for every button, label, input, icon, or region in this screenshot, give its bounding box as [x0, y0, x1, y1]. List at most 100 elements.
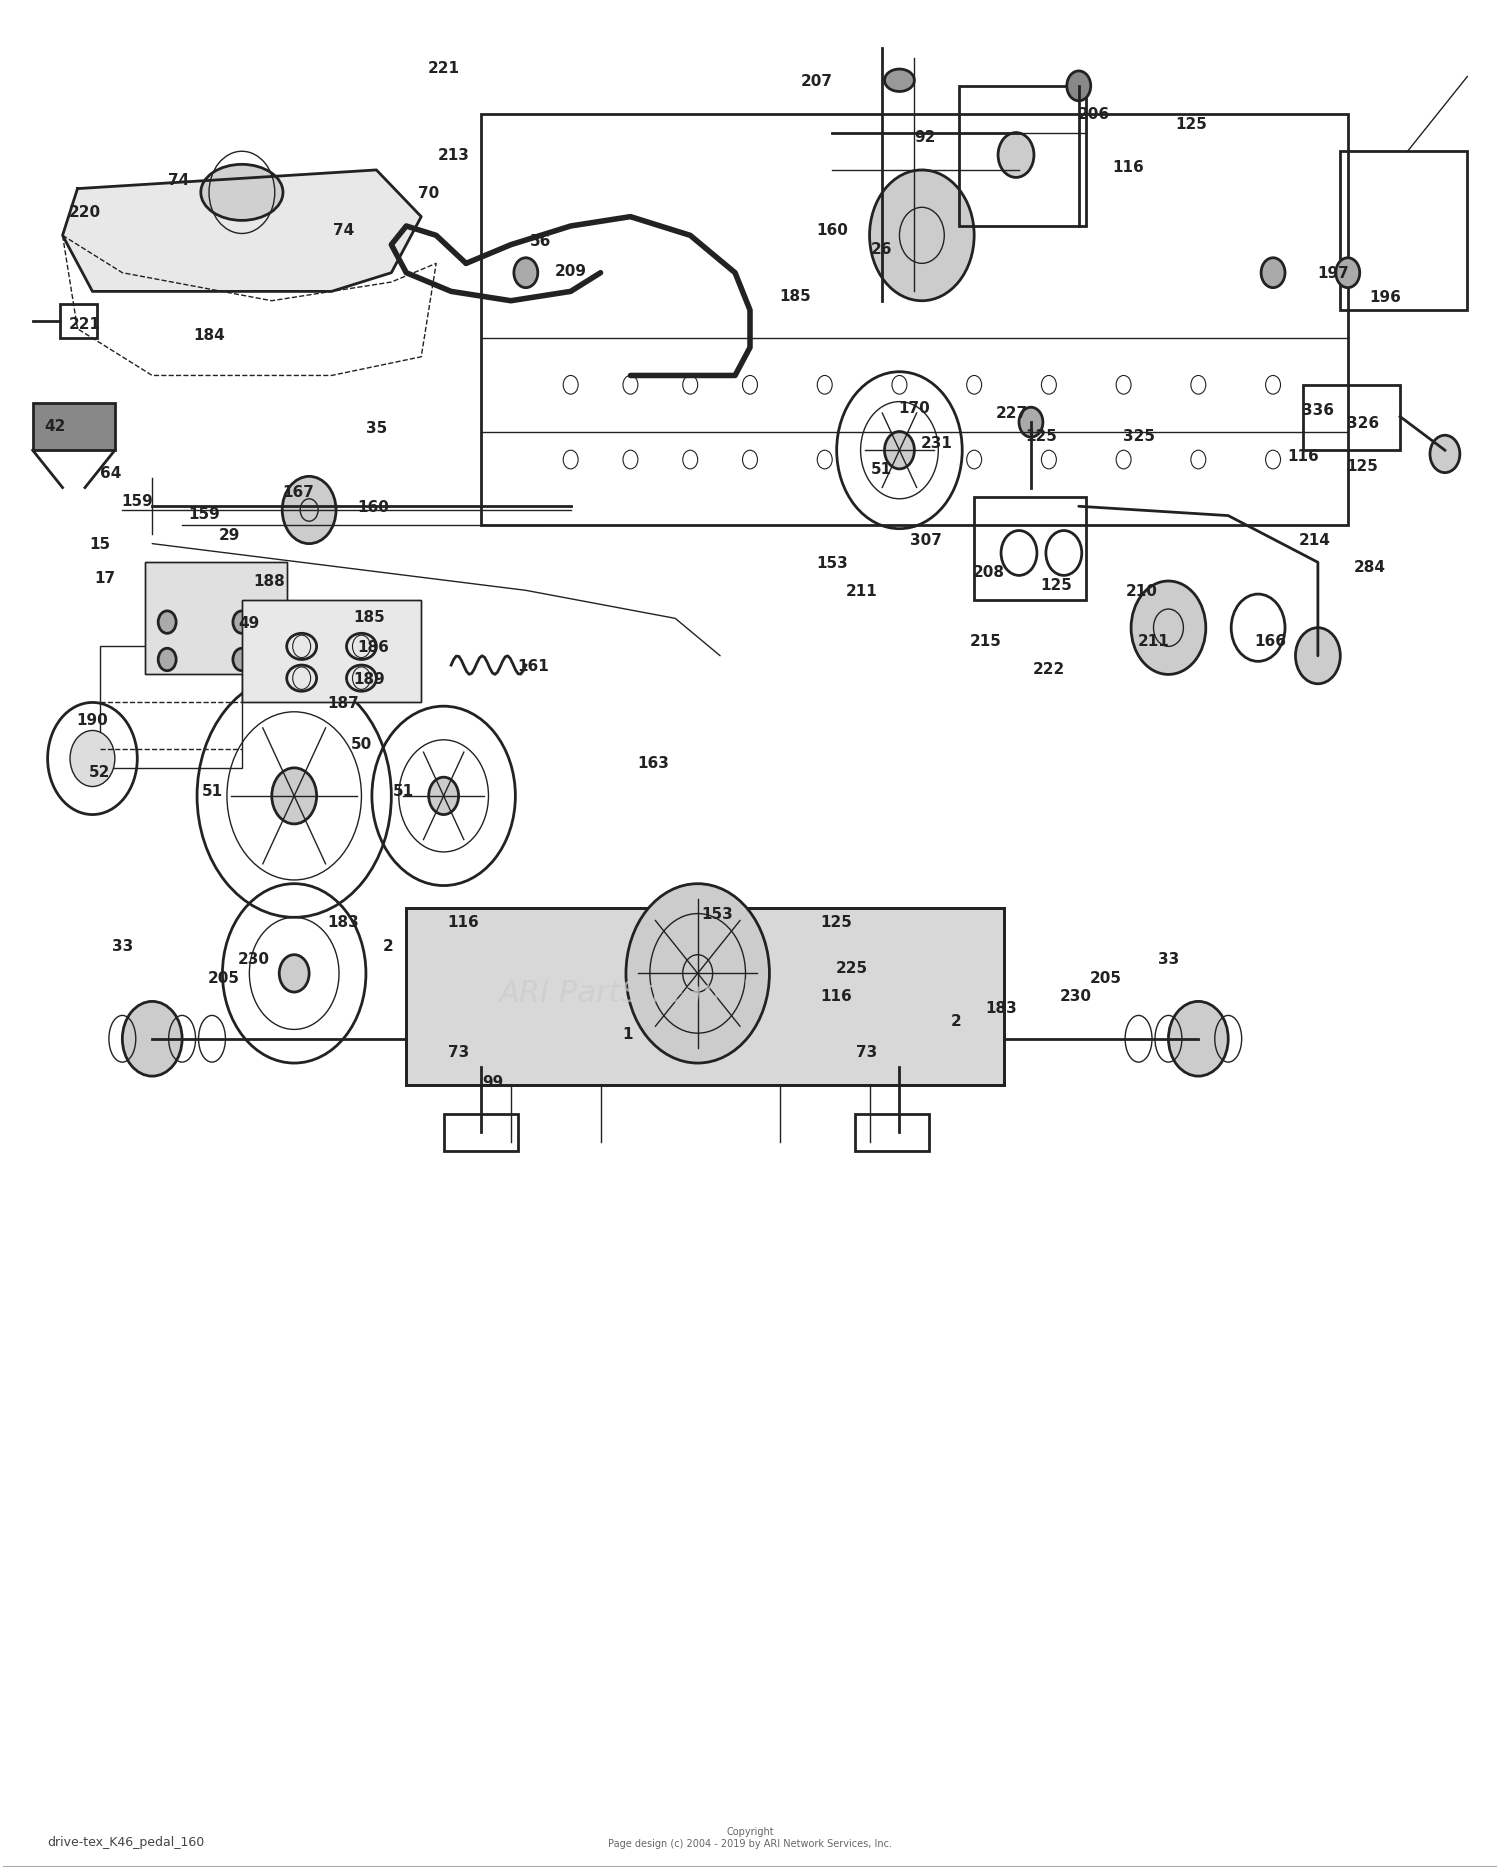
Text: drive-tex_K46_pedal_160: drive-tex_K46_pedal_160: [48, 1836, 206, 1849]
Circle shape: [1066, 71, 1090, 101]
Text: 73: 73: [448, 1045, 470, 1060]
Text: 221: 221: [427, 60, 459, 75]
Text: 92: 92: [914, 129, 936, 144]
Circle shape: [514, 258, 538, 288]
Text: 70: 70: [419, 185, 440, 200]
Text: 166: 166: [1254, 633, 1286, 648]
Text: 73: 73: [856, 1045, 877, 1060]
Text: 125: 125: [1026, 429, 1057, 444]
Bar: [144, 564, 286, 674]
Text: 208: 208: [974, 566, 1005, 581]
Bar: [406, 908, 1004, 1086]
Circle shape: [123, 1002, 182, 1077]
Text: ARI PartStream™: ARI PartStream™: [498, 978, 762, 1008]
Text: 185: 185: [778, 288, 810, 303]
Text: 116: 116: [821, 989, 852, 1004]
Text: 187: 187: [327, 695, 360, 710]
Circle shape: [279, 955, 309, 993]
Bar: [33, 405, 116, 451]
Circle shape: [626, 884, 770, 1064]
Text: 183: 183: [986, 1000, 1017, 1015]
Text: 125: 125: [1174, 116, 1208, 131]
Text: 209: 209: [555, 264, 586, 279]
Circle shape: [870, 170, 974, 302]
Circle shape: [158, 648, 176, 671]
Circle shape: [232, 612, 250, 633]
Circle shape: [1262, 258, 1286, 288]
Text: 74: 74: [168, 172, 189, 187]
Text: 160: 160: [357, 500, 390, 515]
Circle shape: [1430, 436, 1460, 474]
Text: 307: 307: [910, 534, 942, 549]
Text: 2: 2: [382, 938, 393, 953]
Text: 159: 159: [122, 494, 153, 509]
Text: 205: 205: [209, 970, 240, 985]
Circle shape: [282, 478, 336, 545]
Text: 125: 125: [1347, 459, 1378, 474]
Circle shape: [1019, 408, 1042, 438]
Text: 153: 153: [816, 556, 848, 571]
Text: 284: 284: [1354, 560, 1386, 575]
Ellipse shape: [885, 69, 915, 92]
Bar: [144, 564, 286, 674]
Text: 220: 220: [69, 204, 100, 219]
Text: 51: 51: [871, 463, 892, 478]
Text: 336: 336: [1302, 403, 1334, 418]
Text: 170: 170: [898, 401, 930, 416]
Text: 206: 206: [1077, 107, 1110, 122]
Circle shape: [1336, 258, 1359, 288]
Text: 225: 225: [836, 961, 867, 976]
Text: 15: 15: [90, 538, 111, 553]
Circle shape: [885, 433, 915, 470]
Circle shape: [158, 612, 176, 633]
Text: 51: 51: [393, 783, 414, 798]
Text: 210: 210: [1125, 584, 1158, 599]
Text: 205: 205: [1089, 970, 1122, 985]
Bar: [406, 908, 1004, 1086]
Text: 188: 188: [254, 575, 285, 590]
Text: 56: 56: [530, 234, 552, 249]
Circle shape: [1168, 1002, 1228, 1077]
Text: 2: 2: [951, 1013, 962, 1028]
Text: 213: 213: [438, 148, 470, 163]
Text: 183: 183: [327, 914, 360, 929]
Text: 50: 50: [351, 736, 372, 751]
Text: 116: 116: [1287, 450, 1318, 465]
Text: 116: 116: [447, 914, 478, 929]
Circle shape: [1296, 627, 1341, 684]
Text: 190: 190: [76, 712, 108, 727]
Bar: [242, 601, 422, 702]
Bar: [1341, 152, 1467, 311]
Text: 52: 52: [88, 764, 111, 779]
Text: 159: 159: [189, 508, 220, 523]
Text: 230: 230: [238, 951, 270, 966]
Text: 160: 160: [816, 223, 848, 238]
Text: 207: 207: [801, 73, 834, 88]
Text: 231: 231: [921, 436, 952, 451]
Text: Copyright
Page design (c) 2004 - 2019 by ARI Network Services, Inc.: Copyright Page design (c) 2004 - 2019 by…: [608, 1826, 892, 1849]
Text: 49: 49: [238, 614, 260, 631]
Circle shape: [232, 648, 250, 671]
Text: 42: 42: [45, 420, 66, 435]
Bar: [482, 114, 1348, 526]
Bar: [958, 86, 1086, 227]
Text: 186: 186: [357, 639, 390, 654]
Bar: [444, 1114, 519, 1152]
Text: 1: 1: [622, 1026, 633, 1041]
Text: 74: 74: [333, 223, 354, 238]
Text: 221: 221: [69, 317, 100, 332]
Text: 189: 189: [352, 671, 386, 686]
Text: 211: 211: [1137, 633, 1170, 648]
Bar: [242, 601, 422, 702]
Text: 51: 51: [201, 783, 222, 798]
Text: 197: 197: [1317, 266, 1348, 281]
Text: 326: 326: [1347, 416, 1378, 431]
Text: 99: 99: [483, 1075, 504, 1090]
Text: 222: 222: [1034, 661, 1065, 676]
Bar: [1304, 386, 1400, 451]
Text: 153: 153: [700, 907, 734, 922]
Text: 33: 33: [111, 938, 134, 953]
Text: 163: 163: [638, 755, 669, 770]
Bar: [855, 1114, 930, 1152]
Text: 125: 125: [821, 914, 852, 929]
